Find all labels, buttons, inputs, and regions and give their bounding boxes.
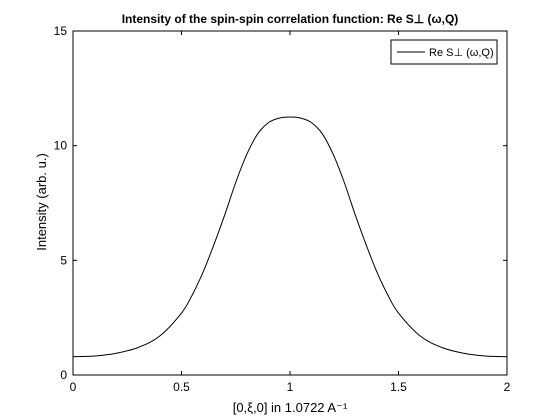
y-tick-label: 0 xyxy=(60,368,67,382)
y-tick-label: 10 xyxy=(54,139,68,153)
x-tick-label: 1 xyxy=(287,380,294,394)
x-tick-label: 0.5 xyxy=(173,380,190,394)
y-tick-label: 15 xyxy=(54,24,68,38)
y-axis-ticks: 0 5 10 15 xyxy=(54,24,507,382)
legend-box xyxy=(390,39,498,65)
plot-area xyxy=(72,30,508,376)
x-tick-label: 2 xyxy=(504,380,511,394)
x-axis-ticks: 0 0.5 1 1.5 2 xyxy=(70,31,511,394)
x-tick-label: 0 xyxy=(70,380,77,394)
chart-title: Intensity of the spin-spin correlation f… xyxy=(122,12,459,26)
y-axis-label: Intensity (arb. u.) xyxy=(34,153,49,251)
x-tick-label: 1.5 xyxy=(390,380,407,394)
legend: Re S⊥ (ω,Q) xyxy=(390,39,498,65)
series-line xyxy=(72,116,508,358)
y-tick-label: 5 xyxy=(60,253,67,267)
x-axis-label: [0,ξ,0] in 1.0722 A⁻¹ xyxy=(233,400,348,415)
legend-entry: Re S⊥ (ω,Q) xyxy=(429,47,494,59)
